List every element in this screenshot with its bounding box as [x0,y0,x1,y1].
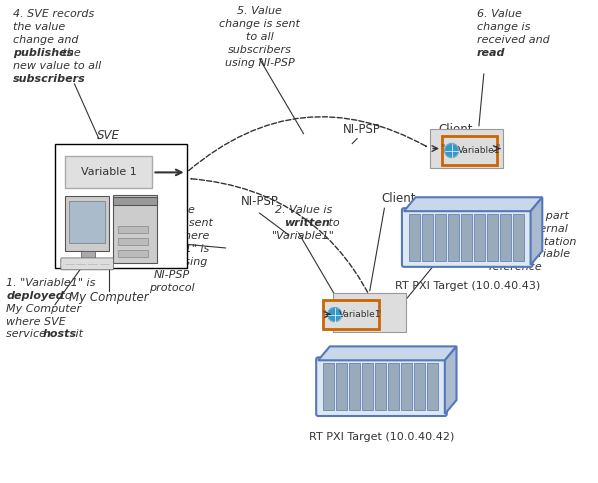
Text: Variable1: Variable1 [339,310,382,319]
FancyArrowPatch shape [191,179,377,312]
Text: ": " [440,143,444,154]
Text: change is: change is [477,22,530,32]
Text: publishes: publishes [13,48,74,58]
Text: ": " [495,143,500,154]
FancyBboxPatch shape [402,208,533,267]
Bar [448,214,459,261]
Bar [118,226,148,233]
Text: ": " [376,310,381,320]
Bar [118,238,148,245]
Bar [323,363,334,410]
Text: received and: received and [477,35,550,45]
Bar [349,363,360,410]
Text: read: read [477,48,505,58]
Bar [114,195,157,263]
Text: it: it [72,329,83,340]
Bar [332,293,406,332]
Bar [460,214,472,261]
Text: Variable1: Variable1 [457,146,500,155]
Bar [401,363,412,410]
Bar [422,214,433,261]
Text: NI-PSP: NI-PSP [241,195,279,208]
Bar [114,197,157,205]
Text: where SVE: where SVE [6,316,66,327]
Text: 5. Value
change is sent
to all
subscribers
using NI-PSP: 5. Value change is sent to all subscribe… [219,6,300,68]
Bar [375,363,386,410]
Bar [435,214,446,261]
Text: hosted using: hosted using [136,257,208,267]
Polygon shape [445,346,456,414]
Polygon shape [530,197,542,265]
Text: deployed: deployed [6,291,64,301]
Polygon shape [404,197,542,211]
Bar [55,143,187,268]
Text: RT PXI Target (10.0.40.43): RT PXI Target (10.0.40.43) [395,281,540,291]
Bar [442,136,498,166]
Bar [409,214,420,261]
Text: 3. Value: 3. Value [150,205,194,215]
Text: My Computer: My Computer [69,291,148,304]
Bar [118,250,148,257]
Text: "Variable1" is: "Variable1" is [135,244,209,254]
Text: the value: the value [13,22,65,32]
Text: the: the [59,48,81,58]
FancyArrowPatch shape [189,117,426,170]
Text: 4. SVE records: 4. SVE records [13,9,94,19]
Text: Variable 1: Variable 1 [81,168,136,177]
Text: RT PXI Target (10.0.40.42): RT PXI Target (10.0.40.42) [309,432,454,442]
FancyBboxPatch shape [61,258,114,270]
Text: NI-PSP: NI-PSP [154,270,190,280]
Text: 6. Value: 6. Value [477,9,522,19]
Bar [487,214,498,261]
Bar [323,299,379,329]
Text: 2. Value is: 2. Value is [275,205,332,215]
Text: change is sent: change is sent [132,218,212,228]
Bar [336,363,347,410]
Text: service: service [6,329,50,340]
Text: hosts: hosts [42,329,77,340]
Bar [500,214,511,261]
Text: "Variable1": "Variable1" [272,231,335,241]
Bar [65,196,109,251]
Text: to: to [57,291,72,301]
Text: to SVE where: to SVE where [135,231,209,241]
Text: subscribers: subscribers [13,74,86,84]
Text: Client: Client [382,192,416,205]
Text: 1. "Variable1" is: 1. "Variable1" is [6,278,96,288]
Text: protocol: protocol [149,283,195,293]
Bar [81,251,95,261]
Bar [65,156,152,188]
Text: Client: Client [438,123,472,136]
Text: SVE: SVE [97,128,120,142]
Bar [430,128,504,169]
Text: new value to all: new value to all [13,61,101,71]
Text: written: written [284,218,329,228]
Circle shape [445,143,459,157]
Text: The SVE
"client" is part
of the internal
implementation
of the variable
referenc: The SVE "client" is part of the internal… [489,198,577,272]
Bar [427,363,438,410]
Bar [512,214,524,261]
Polygon shape [318,346,456,360]
Text: NI-PSP: NI-PSP [343,123,380,136]
Circle shape [328,308,341,322]
Text: to: to [325,218,340,228]
Text: ": " [321,310,325,320]
FancyBboxPatch shape [316,357,447,416]
Bar [362,363,373,410]
Text: change and: change and [13,35,78,45]
Text: My Computer: My Computer [6,304,81,313]
Bar [388,363,399,410]
Bar [474,214,485,261]
Bar [69,201,105,243]
Bar [414,363,425,410]
